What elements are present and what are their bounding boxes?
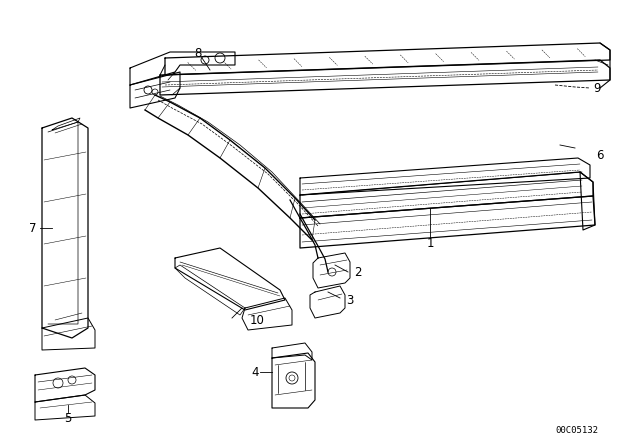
- Text: 00C05132: 00C05132: [555, 426, 598, 435]
- Text: 10: 10: [250, 314, 264, 327]
- Text: 9: 9: [593, 82, 601, 95]
- Text: 4: 4: [252, 366, 259, 379]
- Text: 7: 7: [29, 221, 36, 234]
- Text: 6: 6: [596, 148, 604, 161]
- Text: 3: 3: [346, 293, 354, 306]
- Text: 2: 2: [355, 266, 362, 279]
- Text: 1: 1: [426, 237, 434, 250]
- Text: 5: 5: [64, 412, 72, 425]
- Text: 8: 8: [195, 47, 202, 60]
